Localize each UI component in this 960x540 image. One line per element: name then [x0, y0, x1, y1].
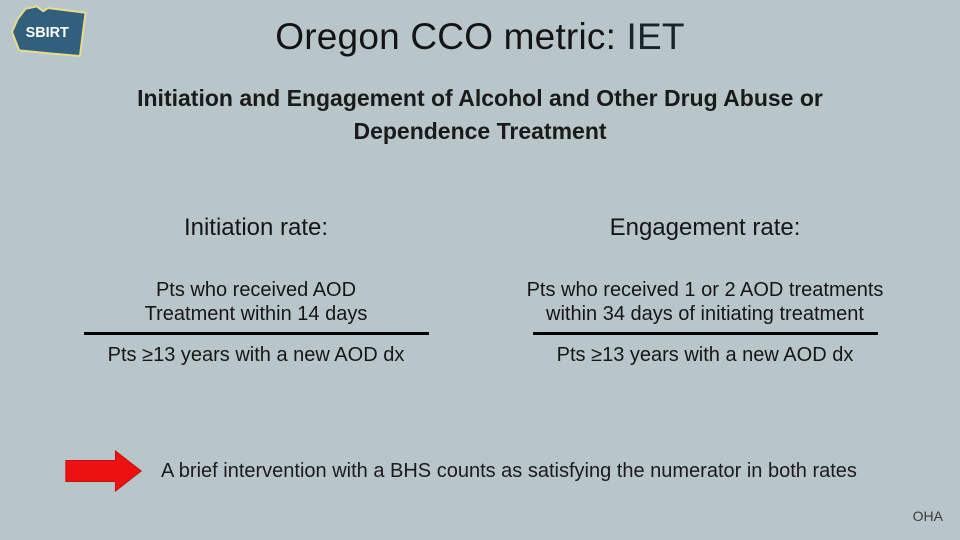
initiation-rate-column: Initiation rate: Pts who received AOD Tr… — [58, 214, 454, 367]
initiation-rate-fraction: Pts who received AOD Treatment within 14… — [58, 278, 454, 367]
engagement-numerator: Pts who received 1 or 2 AOD treatments w… — [505, 278, 905, 327]
fraction-bar — [83, 331, 429, 335]
subtitle: Initiation and Engagement of Alcohol and… — [0, 82, 960, 147]
engagement-rate-fraction: Pts who received 1 or 2 AOD treatments w… — [505, 278, 905, 367]
subtitle-line-2: Dependence Treatment — [353, 117, 607, 144]
title-accent: IET — [626, 16, 685, 57]
engagement-rate-heading: Engagement rate: — [609, 214, 801, 241]
sbirt-oregon-logo: SBIRT — [8, 3, 88, 61]
fraction-bar — [532, 331, 878, 335]
engagement-rate-column: Engagement rate: Pts who received 1 or 2… — [505, 214, 905, 367]
engagement-denominator: Pts ≥13 years with a new AOD dx — [556, 343, 854, 366]
title-main: Oregon CCO metric: — [275, 16, 627, 57]
initiation-rate-heading: Initiation rate: — [183, 214, 329, 241]
oregon-state-icon: SBIRT — [11, 5, 87, 58]
initiation-numerator: Pts who received AOD Treatment within 14… — [58, 278, 454, 327]
initiation-denominator: Pts ≥13 years with a new AOD dx — [107, 343, 405, 366]
page-title: Oregon CCO metric: IET — [0, 16, 960, 58]
callout-text: A brief intervention with a BHS counts a… — [161, 459, 857, 482]
initiation-numerator-line-1: Pts who received AOD — [155, 279, 357, 301]
engagement-numerator-line-2: within 34 days of initiating treatment — [546, 303, 864, 326]
logo-label: SBIRT — [26, 25, 69, 41]
footer-oha: OHA — [912, 508, 943, 524]
subtitle-line-1: Initiation and Engagement of Alcohol and… — [137, 85, 823, 111]
engagement-numerator-line-1: Pts who received 1 or 2 AOD treatments — [526, 279, 884, 301]
callout: A brief intervention with a BHS counts a… — [64, 450, 857, 492]
initiation-numerator-line-2: Treatment within 14 days — [144, 303, 368, 326]
red-arrow-icon — [65, 450, 143, 492]
